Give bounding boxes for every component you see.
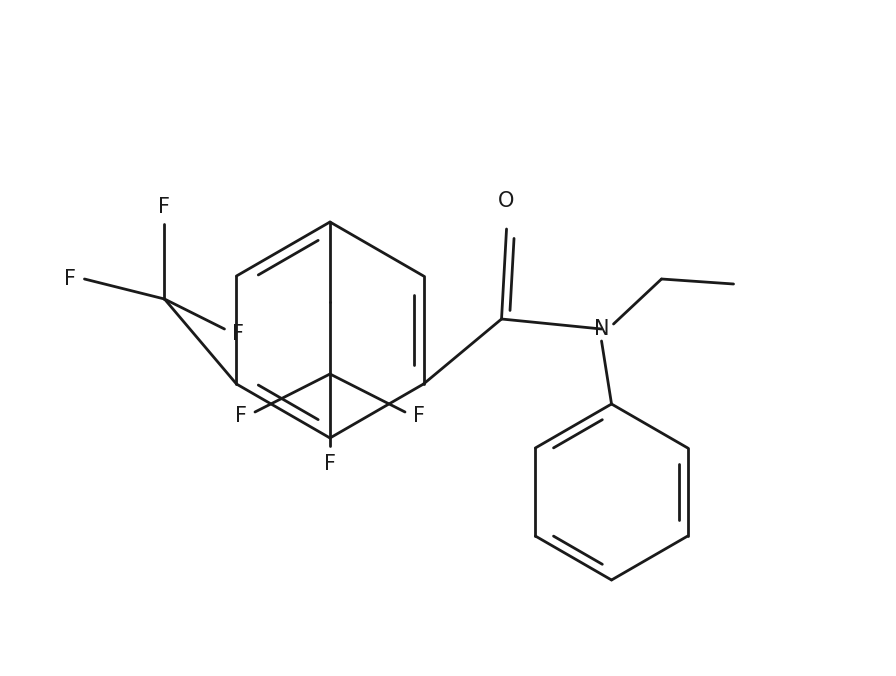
Text: F: F	[324, 454, 336, 474]
Text: O: O	[498, 191, 514, 211]
Text: F: F	[65, 269, 76, 289]
Text: F: F	[159, 197, 170, 217]
Text: N: N	[594, 319, 609, 339]
Text: F: F	[232, 324, 245, 344]
Text: F: F	[235, 406, 247, 426]
Text: F: F	[413, 406, 425, 426]
